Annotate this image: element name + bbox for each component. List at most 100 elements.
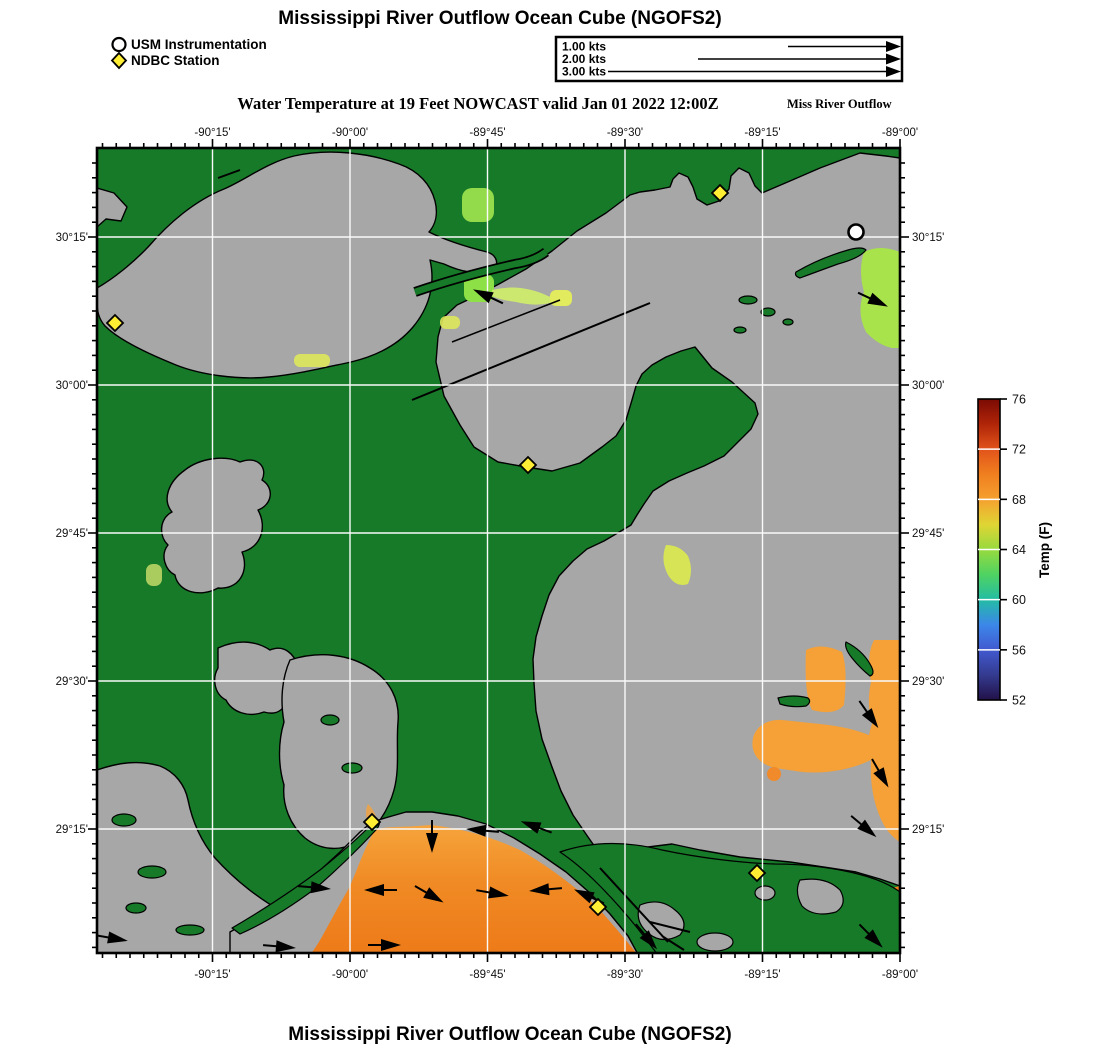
- y-axis-label-left: 30°15': [56, 232, 88, 244]
- current-arrow-head: [381, 939, 401, 951]
- current-arrow-tail: [483, 829, 500, 833]
- bayou-channel: [451, 299, 561, 343]
- bay-islet-1: [111, 813, 137, 827]
- current-arrow-tail: [488, 296, 504, 305]
- nw-corner-region: [97, 187, 128, 228]
- current-arrow-head: [466, 824, 487, 837]
- breton-arm-region: [752, 719, 871, 773]
- axis-ticks: [88, 139, 909, 962]
- current-arrow-head: [864, 929, 883, 948]
- current-arrow-icon: [466, 824, 500, 837]
- breton-dot-region: [767, 767, 781, 781]
- x-axis-label-top: -89°45': [469, 127, 505, 139]
- current-arrow-tail: [635, 923, 647, 937]
- x-axis-label-top: -89°30': [607, 127, 643, 139]
- ndbc-station-marker: [518, 455, 538, 475]
- current-vectors: [97, 289, 889, 953]
- current-arrow-tail: [850, 815, 864, 827]
- ship-island: [794, 247, 867, 279]
- bay-islet-5: [320, 714, 340, 726]
- colorbar-tick-label: 72: [1012, 443, 1026, 457]
- ndbc-station-marker: [362, 812, 382, 832]
- patch-marsh-finger: [663, 545, 691, 585]
- current-arrow-head: [857, 819, 877, 838]
- current-arrow-icon: [850, 815, 877, 838]
- x-axis-label-top: -89°00': [882, 127, 918, 139]
- chandeleur-island-1: [845, 641, 874, 677]
- current-arrow-head: [520, 821, 542, 834]
- colorbar-tick-label: 76: [1012, 393, 1026, 407]
- current-arrow-tail: [858, 923, 871, 936]
- current-arrow-head: [639, 930, 658, 950]
- sound-islet-4: [733, 326, 747, 334]
- current-arrow-icon: [297, 881, 331, 894]
- patch-rigolets-streak: [492, 287, 560, 305]
- colorbar-title: Temp (F): [1037, 522, 1052, 578]
- colorbar-tick-label: 60: [1012, 593, 1026, 607]
- current-arrow-icon: [414, 885, 444, 903]
- kts-arrowhead-icon: [886, 53, 901, 65]
- warm-water-regions: [311, 640, 900, 953]
- y-axis-label-right: 29°15': [912, 824, 944, 836]
- current-arrow-head: [867, 292, 888, 307]
- y-axis-label-right: 29°30': [912, 676, 944, 688]
- colorbar-tick-label: 68: [1012, 493, 1026, 507]
- kts-row-label: 2.00 kts: [562, 52, 606, 66]
- breton-column-region: [868, 640, 900, 842]
- x-axis-label-top: -90°15': [194, 127, 230, 139]
- current-arrow-head: [574, 889, 595, 904]
- delta-pond-1: [637, 901, 685, 941]
- current-arrow-icon: [857, 291, 888, 307]
- sound-islet-3: [782, 318, 794, 326]
- colorbar-tick-label: 52: [1012, 694, 1026, 708]
- current-arrow-icon: [858, 923, 883, 948]
- x-axis-label-bottom: -90°00': [332, 969, 368, 981]
- usm-instrument-marker: [847, 223, 865, 241]
- current-arrow-head: [873, 767, 889, 788]
- rigolets-strait: [413, 249, 548, 296]
- current-arrow-tail: [857, 291, 873, 300]
- sound-islet-2: [760, 307, 776, 317]
- current-arrow-head: [275, 940, 296, 953]
- ndbc-station-marker: [747, 863, 767, 883]
- patch-pearl-river: [462, 188, 494, 222]
- subtitle-region-label: Miss River Outflow: [787, 97, 892, 111]
- current-arrow-icon: [529, 883, 563, 896]
- colorbar: 52 56 60 64 68 72 76 Temp (F): [977, 393, 1052, 708]
- y-axis-label-left: 29°15': [56, 824, 88, 836]
- current-arrow-icon: [476, 886, 509, 899]
- bay-islet-4: [175, 924, 205, 936]
- current-arrow-head: [861, 708, 879, 729]
- graticule: [97, 148, 900, 953]
- delta-ponds: [637, 878, 844, 952]
- legend-usm-label: USM Instrumentation: [131, 37, 267, 52]
- x-axis-label-bottom: -89°45': [469, 969, 505, 981]
- ndbc-station-marker: [588, 897, 608, 917]
- bay-islet-6: [341, 762, 363, 774]
- current-arrow-icon: [520, 821, 553, 834]
- current-arrow-tail: [871, 758, 881, 773]
- inland-lake-region: [161, 457, 271, 594]
- current-arrow-tail: [297, 885, 314, 889]
- current-arrow-tail: [546, 887, 563, 891]
- current-arrow-head: [529, 883, 550, 896]
- y-axis-label-left: 30°00': [56, 380, 88, 392]
- colorbar-tick-labels: 52 56 60 64 68 72 76: [1012, 393, 1026, 708]
- x-axis-label-bottom: -89°15': [744, 969, 780, 981]
- patch-yellow-1: [550, 290, 572, 306]
- delta-pond-3: [754, 885, 776, 901]
- current-arrow-head: [310, 881, 331, 894]
- current-arrow-icon: [635, 923, 658, 950]
- y-axis-label-right: 29°45': [912, 528, 944, 540]
- patch-southshore-2: [440, 316, 460, 329]
- island-features: [111, 247, 900, 953]
- kts-row-label: 3.00 kts: [562, 65, 606, 79]
- patch-southshore-1: [294, 354, 330, 367]
- usm-circle-icon: [111, 36, 127, 53]
- legend-ndbc-label: NDBC Station: [131, 53, 220, 68]
- chandeleur-island-2: [777, 695, 811, 708]
- temp-patch-regions: [146, 188, 900, 586]
- map-frame: [95, 146, 902, 955]
